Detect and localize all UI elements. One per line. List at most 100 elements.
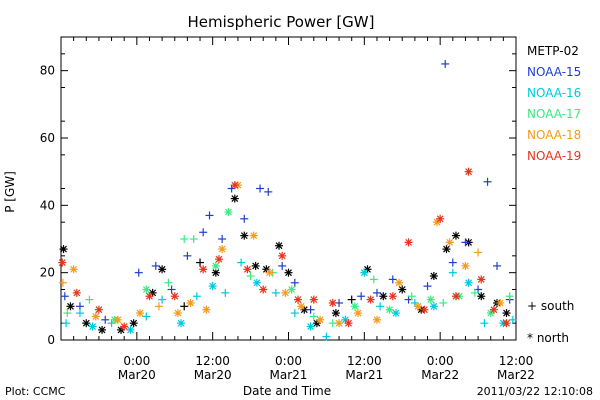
data-point-south	[142, 312, 151, 321]
x-axis-label: Date and Time	[243, 384, 331, 398]
y-tick-label: 0	[47, 333, 55, 347]
axes	[60, 36, 517, 341]
data-point-north	[489, 305, 498, 314]
data-point-south	[154, 302, 163, 311]
data-point-north	[366, 295, 375, 304]
data-point-south	[322, 332, 331, 341]
legend-item-noaa-15: NOAA-15	[527, 65, 581, 79]
data-point-north	[464, 167, 473, 176]
data-point-north	[451, 292, 460, 301]
data-point-north	[278, 251, 287, 260]
y-tick-label: 40	[40, 198, 55, 212]
x-tick-time-label: 12:00	[499, 354, 534, 368]
data-point-south	[264, 187, 273, 196]
data-point-north	[388, 292, 397, 301]
data-point-south	[164, 278, 173, 287]
data-point-north	[420, 305, 429, 314]
data-point-south	[441, 59, 450, 68]
data-point-north	[243, 265, 252, 274]
legend: METP-02 NOAA-15 NOAA-16 NOAA-17 NOAA-18 NOAA-…	[527, 44, 581, 163]
data-point-north	[486, 309, 495, 318]
data-point-north	[135, 309, 144, 318]
data-point-south	[240, 214, 249, 223]
data-point-south	[493, 261, 502, 270]
data-point-north	[249, 231, 258, 240]
data-point-south	[448, 258, 457, 267]
data-point-south	[505, 292, 514, 301]
data-point-north	[372, 315, 381, 324]
data-point-north	[385, 305, 394, 314]
data-point-south	[205, 211, 214, 220]
plot-source-label: Plot: CCMC	[5, 385, 66, 398]
data-point-north	[230, 194, 239, 203]
x-tick-time-label: 12:00	[347, 354, 382, 368]
series-metp-02	[59, 194, 511, 334]
y-axis-ticks: 0 20 40 60 80	[40, 53, 516, 347]
y-axis-label: P [GW]	[3, 171, 17, 213]
data-point-south	[183, 251, 192, 260]
x-tick-date-label: Mar20	[194, 368, 232, 382]
x-axis-ticks: 0:00Mar2012:00Mar200:00Mar2112:00Mar210:…	[73, 37, 535, 382]
data-point-north	[281, 288, 290, 297]
x-tick-date-label: Mar20	[118, 368, 156, 382]
data-point-north	[148, 288, 157, 297]
data-point-north	[464, 278, 473, 287]
data-point-north	[404, 238, 413, 247]
data-point-south	[58, 278, 67, 287]
data-point-north	[259, 285, 268, 294]
data-point-south	[483, 177, 492, 186]
data-point-south	[407, 292, 416, 301]
data-point-north	[211, 268, 220, 277]
data-point-north	[91, 312, 100, 321]
data-point-south	[221, 288, 230, 297]
data-point-north	[316, 315, 325, 324]
data-point-north	[309, 295, 318, 304]
legend-item-noaa-19: NOAA-19	[527, 149, 581, 163]
legend-item-noaa-17: NOAA-17	[527, 107, 581, 121]
data-point-north	[287, 285, 296, 294]
data-point-south	[189, 235, 198, 243]
data-point-south	[62, 319, 71, 328]
data-point-north	[199, 265, 208, 274]
data-point-north	[344, 319, 353, 328]
data-point-south	[196, 258, 205, 267]
x-tick-time-label: 0:00	[123, 354, 150, 368]
data-point-north	[297, 302, 306, 311]
data-point-south	[218, 235, 227, 243]
data-point-north	[158, 265, 167, 274]
data-point-south	[246, 272, 255, 281]
data-point-south	[75, 309, 84, 318]
data-point-south	[192, 292, 201, 301]
data-point-south	[347, 295, 356, 304]
data-point-north	[429, 272, 438, 281]
data-point-south	[180, 302, 189, 311]
data-point-north	[208, 282, 217, 291]
data-point-north	[186, 298, 195, 307]
data-point-north	[451, 231, 460, 240]
x-tick-date-label: Mar22	[497, 368, 535, 382]
data-point-south	[167, 285, 176, 294]
data-point-south	[388, 275, 397, 284]
data-points	[58, 59, 517, 341]
data-point-north	[461, 261, 470, 270]
data-point-south	[237, 258, 246, 267]
data-point-south	[101, 315, 110, 324]
data-point-north	[331, 309, 340, 318]
data-point-south	[60, 292, 69, 301]
y-tick-label: 80	[40, 64, 55, 78]
data-point-south	[423, 282, 432, 291]
data-point-north	[496, 298, 505, 307]
data-point-north	[224, 208, 233, 217]
data-point-north	[214, 255, 223, 264]
data-point-north	[113, 315, 122, 324]
data-point-south	[278, 261, 287, 270]
data-point-south	[309, 312, 318, 321]
y-tick-label: 60	[40, 131, 55, 145]
data-point-south	[439, 298, 448, 307]
data-point-north	[129, 319, 138, 328]
data-point-south	[306, 305, 315, 314]
data-point-north	[251, 261, 260, 270]
data-point-north	[395, 278, 404, 287]
data-point-north	[265, 268, 274, 277]
